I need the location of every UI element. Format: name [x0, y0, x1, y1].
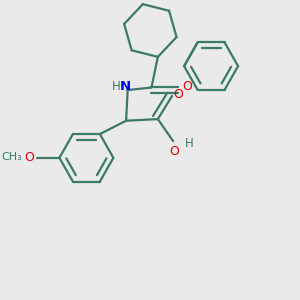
Text: N: N [120, 80, 131, 93]
Text: H: H [112, 80, 121, 93]
Text: CH₃: CH₃ [2, 152, 22, 162]
Text: O: O [182, 80, 192, 93]
Text: O: O [169, 145, 179, 158]
Text: H: H [184, 137, 193, 150]
Text: O: O [24, 151, 34, 164]
Text: O: O [174, 88, 184, 101]
